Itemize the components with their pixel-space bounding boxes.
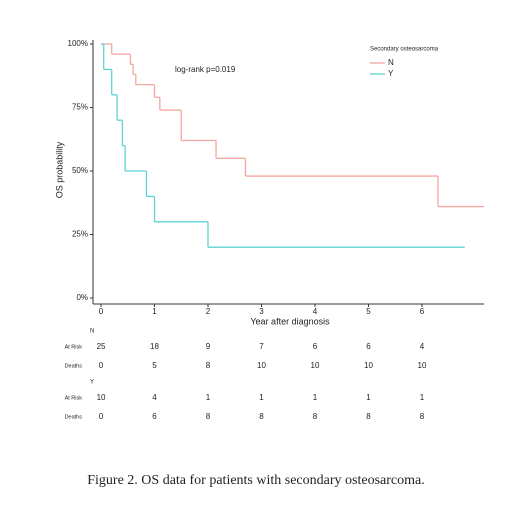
risk-value: 1: [313, 393, 318, 402]
annotation: log-rank p=0.019: [175, 65, 236, 74]
risk-row-label: At Risk: [65, 395, 83, 401]
risk-value: 5: [152, 361, 157, 370]
risk-value: 8: [313, 412, 318, 421]
risk-value: 4: [152, 393, 157, 402]
y-tick-label: 100%: [68, 39, 88, 48]
x-tick-label: 3: [259, 307, 264, 316]
y-tick-label: 75%: [72, 103, 88, 112]
risk-row-label: Deaths: [65, 363, 83, 369]
y-axis-label: OS probability: [54, 141, 64, 198]
risk-value: 10: [418, 361, 427, 370]
risk-value: 6: [313, 342, 318, 351]
risk-value: 10: [311, 361, 320, 370]
risk-value: 1: [206, 393, 211, 402]
x-axis-label: Year after diagnosis: [250, 316, 330, 326]
risk-value: 0: [99, 361, 104, 370]
legend-label: Y: [388, 69, 394, 78]
risk-value: 0: [99, 412, 104, 421]
risk-value: 10: [364, 361, 373, 370]
risk-value: 7: [259, 342, 264, 351]
y-tick-label: 50%: [72, 166, 88, 175]
risk-value: 8: [366, 412, 371, 421]
caption: Figure 2. OS data for patients with seco…: [87, 473, 424, 488]
x-tick-label: 1: [152, 307, 157, 316]
risk-value: 4: [420, 342, 425, 351]
x-tick-label: 5: [366, 307, 371, 316]
x-tick-label: 4: [313, 307, 318, 316]
risk-value: 18: [150, 342, 159, 351]
x-tick-label: 0: [99, 307, 104, 316]
risk-value: 8: [206, 361, 211, 370]
legend-label: N: [388, 58, 394, 67]
risk-value: 1: [420, 393, 425, 402]
risk-row-label: Deaths: [65, 414, 83, 420]
y-tick-label: 25%: [72, 230, 88, 239]
risk-group: N: [90, 329, 94, 335]
risk-value: 1: [366, 393, 371, 402]
risk-row-label: At Risk: [65, 344, 83, 350]
risk-value: 6: [152, 412, 157, 421]
risk-value: 25: [97, 342, 106, 351]
risk-value: 1: [259, 393, 264, 402]
y-tick-label: 0%: [76, 293, 88, 302]
risk-value: 8: [420, 412, 425, 421]
risk-value: 9: [206, 342, 211, 351]
legend-title: Secondary osteosarcoma: [370, 47, 439, 53]
risk-value: 10: [97, 393, 106, 402]
risk-group: Y: [90, 380, 94, 386]
risk-value: 8: [206, 412, 211, 421]
risk-value: 6: [366, 342, 371, 351]
x-tick-label: 6: [420, 307, 425, 316]
x-tick-label: 2: [206, 307, 211, 316]
risk-value: 8: [259, 412, 264, 421]
risk-value: 10: [257, 361, 266, 370]
